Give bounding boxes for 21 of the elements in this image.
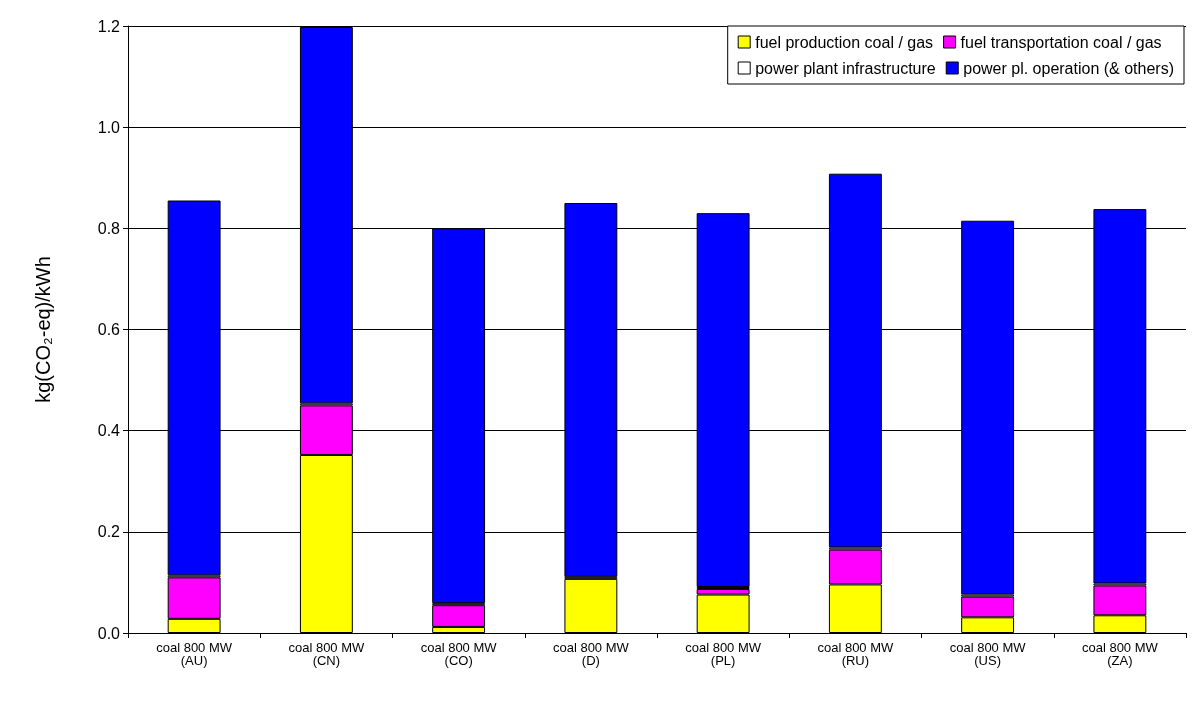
legend-label: fuel production coal / gas bbox=[755, 33, 934, 51]
y-tick-label: 1.0 bbox=[97, 118, 121, 136]
y-tick-label: 0.6 bbox=[97, 321, 121, 338]
y-tick-label: 0.4 bbox=[97, 422, 121, 440]
bar bbox=[564, 578, 618, 633]
x-tick-label: coal 800 MW (CO) bbox=[420, 640, 498, 668]
legend-label: fuel transportation coal / gas bbox=[960, 33, 1162, 51]
y-tick-label: 0.0 bbox=[97, 624, 121, 642]
y-tick-label: 0.8 bbox=[97, 219, 121, 237]
x-tick-label: coal 800 MW (US) bbox=[949, 640, 1027, 668]
x-tick-label: coal 800 MW (ZA) bbox=[1081, 640, 1159, 668]
y-tick-label: 0.2 bbox=[97, 523, 121, 541]
legend-label: power plant infrastructure bbox=[755, 59, 936, 77]
x-tick-label: coal 800 MW (AU) bbox=[156, 640, 233, 668]
x-tick-label: coal 800 MW (RU) bbox=[817, 640, 895, 668]
x-tick-label: coal 800 MW (D) bbox=[552, 640, 630, 668]
x-tick-label: coal 800 MW (CN) bbox=[288, 640, 366, 668]
y-axis-title: kg(CO₂-eq)/kWh bbox=[32, 256, 54, 403]
x-tick-label: coal 800 MW (PL) bbox=[685, 640, 762, 668]
legend-label: power pl. operation (& others) bbox=[963, 59, 1175, 77]
y-tick-label: 1.2 bbox=[97, 17, 121, 35]
